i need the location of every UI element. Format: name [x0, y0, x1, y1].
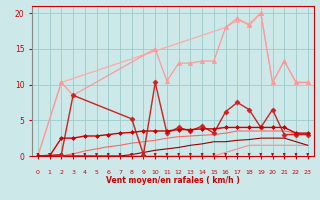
X-axis label: Vent moyen/en rafales ( km/h ): Vent moyen/en rafales ( km/h ) — [106, 176, 240, 185]
